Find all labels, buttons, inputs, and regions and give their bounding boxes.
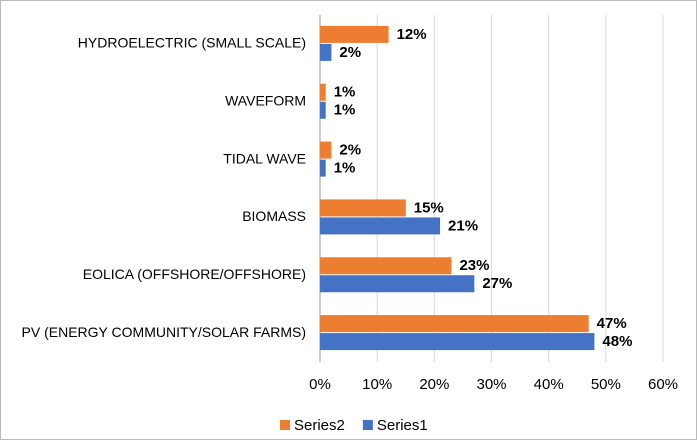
- bar: [320, 101, 326, 119]
- value-label: 2%: [339, 142, 361, 159]
- bar: [320, 275, 475, 293]
- value-label: 48%: [602, 333, 632, 350]
- bar: [320, 333, 595, 351]
- y-tick-label: WAVEFORM: [225, 92, 306, 108]
- x-tick-label: 20%: [419, 376, 449, 393]
- bar: [320, 199, 406, 217]
- y-tick-label: EOLICA (OFFSHORE/OFFSHORE): [83, 266, 306, 282]
- bar: [320, 25, 389, 43]
- value-label: 21%: [448, 217, 478, 234]
- bar: [320, 141, 332, 159]
- bar: [320, 83, 326, 101]
- bar: [320, 217, 441, 235]
- legend-label: Series1: [377, 417, 428, 434]
- bar: [320, 257, 452, 275]
- x-tick-label: 50%: [591, 376, 621, 393]
- bar: [320, 43, 332, 61]
- x-tick-label: 40%: [534, 376, 564, 393]
- value-label: 1%: [334, 84, 356, 101]
- legend-label: Series2: [294, 417, 345, 434]
- value-label: 27%: [482, 275, 512, 292]
- value-label: 1%: [334, 160, 356, 177]
- x-tick-label: 60%: [648, 376, 678, 393]
- value-label: 2%: [339, 44, 361, 61]
- legend-swatch: [362, 420, 373, 430]
- x-tick-label: 10%: [362, 376, 392, 393]
- y-tick-label: TIDAL WAVE: [223, 150, 306, 166]
- value-label: 12%: [397, 26, 427, 43]
- y-tick-label: BIOMASS: [242, 208, 306, 224]
- x-tick-label: 0%: [309, 376, 331, 393]
- y-tick-label: PV (ENERGY COMMUNITY/SOLAR FARMS): [22, 324, 306, 340]
- y-tick-label: HYDROELECTRIC (SMALL SCALE): [78, 35, 306, 51]
- value-label: 15%: [414, 199, 444, 216]
- value-label: 47%: [597, 315, 627, 332]
- x-tick-label: 30%: [476, 376, 506, 393]
- bar: [320, 159, 326, 177]
- bar: [320, 315, 589, 333]
- value-label: 1%: [334, 102, 356, 119]
- legend-swatch: [280, 420, 290, 430]
- value-label: 23%: [459, 257, 489, 274]
